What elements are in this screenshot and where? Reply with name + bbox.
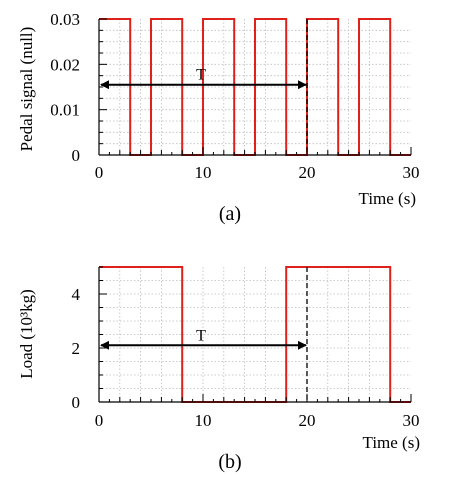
x-tick-label: 20 [299,163,316,182]
y-tick-label: 0 [72,146,81,165]
x-tick-label: 0 [95,411,104,430]
x-axis-label: Time (s) [359,189,416,208]
panel-label: (b) [218,451,241,473]
y-tick-label: 0.02 [50,55,80,74]
series-line [99,266,411,403]
panel-label: (a) [219,203,241,225]
x-tick-label: 10 [195,411,212,430]
y-tick-label: 0 [72,393,81,412]
y-axis-label: Pedal signal (null) [17,27,36,152]
y-tick-label: 0.01 [50,101,80,120]
y-axis-label: Load (10³kg) [17,289,36,379]
chart-panel-a: T 0 10 20 30 0 0.01 0.02 0.03 Pedal signal (nul… [17,10,420,225]
period-label: T [196,67,206,84]
x-tick-label: 20 [299,411,316,430]
x-axis-label: Time (s) [363,433,420,452]
y-tick-label: 2 [72,339,81,358]
x-tick-label: 10 [195,163,212,182]
x-tick-label: 30 [403,411,420,430]
x-tick-label: 0 [95,163,104,182]
period-label: T [196,327,206,344]
x-tick-label: 30 [403,163,420,182]
y-tick-label: 0.03 [50,10,80,29]
y-tick-label: 4 [72,285,81,304]
chart-panel-b: T 0 10 20 30 0 2 4 Load (10³kg) Time (s) (b) [17,266,420,473]
